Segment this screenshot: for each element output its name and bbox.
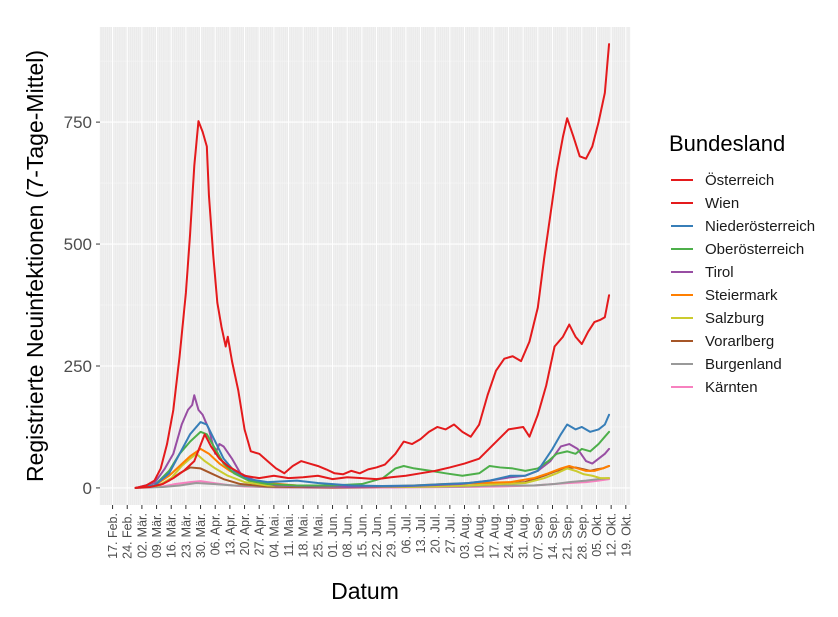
x-tick-label: 18. Mai. — [297, 513, 311, 557]
x-tick-label: 30. Mär. — [194, 513, 208, 558]
x-axis-ticks: 17. Feb. 24. Feb. 02. Mär. 09. Mär. 16. Mär.… — [106, 505, 633, 560]
x-tick-label: 06. Apr. — [209, 513, 223, 555]
legend-label: Wien — [705, 195, 739, 212]
legend-label: Salzburg — [705, 310, 764, 327]
y-axis-ticks: 0 250 500 750 — [64, 113, 100, 498]
x-tick-label: 01. Jun. — [326, 513, 340, 557]
x-tick-label: 24. Feb. — [121, 513, 135, 559]
legend-label: Niederösterreich — [705, 218, 815, 235]
y-tick-label: 0 — [83, 479, 92, 498]
legend-label: Steiermark — [705, 287, 778, 304]
x-tick-label: 11. Mai. — [282, 513, 296, 557]
x-tick-label: 20. Jul. — [429, 513, 443, 553]
x-tick-label: 29. Jun. — [385, 513, 399, 557]
x-tick-label: 27. Apr. — [253, 513, 267, 555]
x-tick-label: 22. Jun. — [370, 513, 384, 557]
x-tick-label: 17. Feb. — [106, 513, 120, 559]
series-line — [134, 43, 611, 489]
x-tick-label: 09. Mär. — [150, 513, 164, 558]
legend-label: Burgenland — [705, 356, 782, 373]
x-tick-label: 05. Okt. — [590, 513, 604, 557]
legend-label: Kärnten — [705, 379, 758, 396]
x-tick-label: 31. Aug. — [517, 513, 531, 559]
series-line — [134, 413, 611, 489]
x-tick-label: 25. Mai. — [311, 513, 325, 557]
y-axis-title: Registrierte Neuinfektionen (7-Tage-Mitt… — [22, 50, 48, 482]
legend-label: Vorarlberg — [705, 333, 774, 350]
x-tick-label: 21. Sep. — [561, 513, 575, 560]
legend-title: Bundesland — [669, 131, 785, 156]
x-tick-label: 14. Sep. — [546, 513, 560, 560]
x-tick-label: 20. Apr. — [238, 513, 252, 555]
y-tick-label: 500 — [64, 235, 92, 254]
x-tick-label: 23. Mär. — [179, 513, 193, 558]
x-tick-label: 24. Aug. — [502, 513, 516, 559]
y-tick-label: 750 — [64, 113, 92, 132]
legend-label: Tirol — [705, 264, 734, 281]
x-tick-label: 13. Apr. — [223, 513, 237, 555]
x-tick-label: 02. Mär. — [135, 513, 149, 558]
x-tick-label: 10. Aug. — [473, 513, 487, 559]
y-tick-label: 250 — [64, 357, 92, 376]
x-tick-label: 28. Sep. — [575, 513, 589, 560]
x-tick-label: 12. Okt. — [605, 513, 619, 557]
x-tick-label: 06. Jul. — [399, 513, 413, 553]
x-tick-label: 03. Aug. — [458, 513, 472, 559]
x-tick-label: 19. Okt. — [619, 513, 633, 557]
series-lines — [134, 43, 611, 489]
x-tick-label: 08. Jun. — [341, 513, 355, 557]
legend: Bundesland Österreich Wien Niederösterreic… — [669, 131, 815, 396]
series-line — [134, 294, 611, 489]
series-line — [134, 430, 611, 489]
x-tick-label: 16. Mär. — [165, 513, 179, 558]
legend-label: Oberösterreich — [705, 241, 804, 258]
x-tick-label: 27. Jul. — [443, 513, 457, 553]
legend-label: Österreich — [705, 171, 774, 189]
x-tick-label: 13. Jul. — [414, 513, 428, 553]
x-tick-label: 04. Mai. — [267, 513, 281, 557]
x-axis-title: Datum — [331, 578, 399, 604]
x-tick-label: 07. Sep. — [531, 513, 545, 560]
x-tick-label: 15. Jun. — [355, 513, 369, 557]
x-tick-label: 17. Aug. — [487, 513, 501, 559]
